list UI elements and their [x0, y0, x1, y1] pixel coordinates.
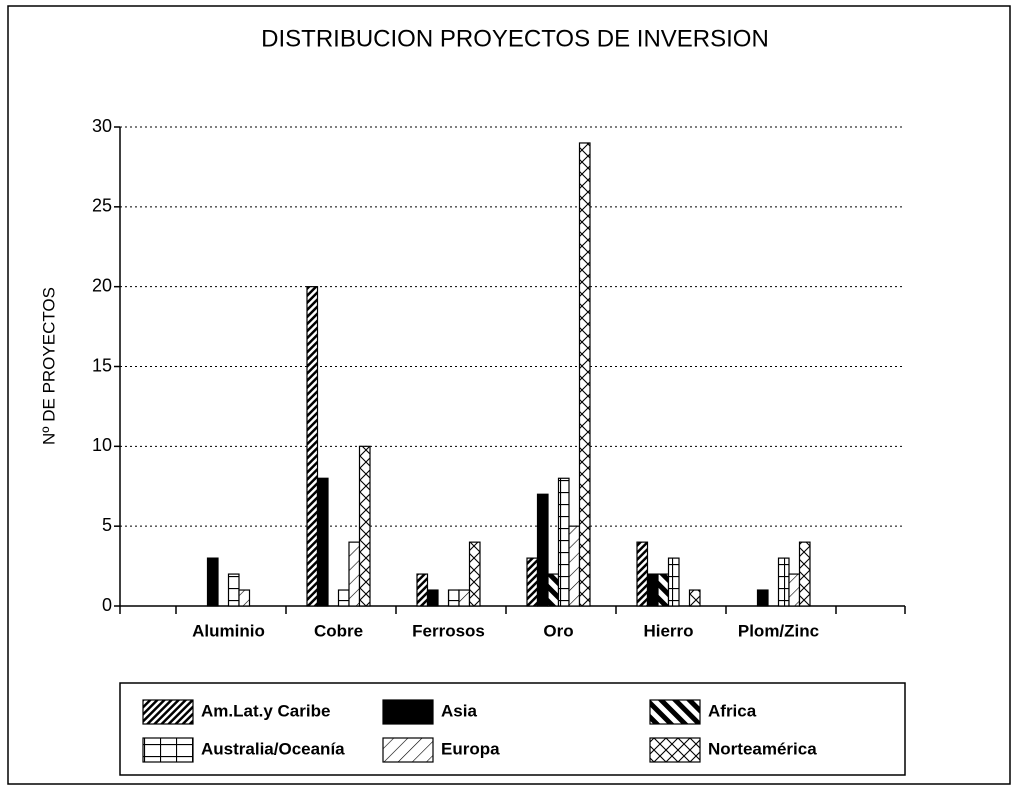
legend-box: [119, 682, 906, 776]
bar: [777, 557, 790, 607]
bar: [798, 541, 811, 607]
bar: [568, 525, 581, 607]
legend-label: Africa: [708, 701, 757, 720]
bar: [646, 573, 659, 607]
bar: [578, 142, 591, 607]
x-tick-label: Plom/Zinc: [738, 621, 819, 640]
x-tick-label: Aluminio: [192, 621, 265, 640]
legend-swatch: [649, 699, 701, 725]
frame: [7, 5, 1011, 785]
bar: [688, 589, 701, 607]
y-tick-label: 10: [92, 435, 112, 455]
legend-swatch: [142, 699, 194, 725]
legend-label: Asia: [441, 701, 477, 720]
bar: [636, 541, 649, 607]
bar: [458, 589, 471, 607]
bar: [536, 493, 549, 607]
x-tick-label: Hierro: [643, 621, 693, 640]
bar: [447, 589, 460, 607]
x-tick-label: Oro: [543, 621, 573, 640]
bar: [557, 477, 570, 607]
legend-label: Norteamérica: [708, 739, 817, 758]
legend-swatch: [142, 737, 194, 763]
chart-title: DISTRIBUCION PROYECTOS DE INVERSION: [261, 25, 769, 52]
bar: [306, 286, 319, 607]
bar: [667, 557, 680, 607]
bar: [358, 445, 371, 607]
bar: [788, 573, 801, 607]
bar: [316, 477, 329, 607]
x-tick-label: Ferrosos: [412, 621, 485, 640]
legend-swatch: [649, 737, 701, 763]
bar: [238, 589, 251, 607]
legend-swatch: [382, 699, 434, 725]
bar: [337, 589, 350, 607]
y-tick-label: 25: [92, 196, 112, 216]
y-axis-label: Nº DE PROYECTOS: [39, 287, 58, 445]
y-tick-label: 0: [102, 595, 112, 615]
bar: [468, 541, 481, 607]
bar: [526, 557, 539, 607]
y-tick-label: 20: [92, 275, 112, 295]
legend-label: Europa: [441, 739, 500, 758]
y-tick-label: 5: [102, 515, 112, 535]
bar: [657, 573, 670, 607]
y-tick-label: 30: [92, 116, 112, 136]
bar: [426, 589, 439, 607]
bar: [348, 541, 361, 607]
x-tick-label: Cobre: [314, 621, 363, 640]
legend-label: Australia/Oceanía: [201, 739, 345, 758]
bar: [756, 589, 769, 607]
legend-label: Am.Lat.y Caribe: [201, 701, 330, 720]
bar: [547, 573, 560, 607]
bar: [416, 573, 429, 607]
bar: [227, 573, 240, 607]
legend-swatch: [382, 737, 434, 763]
bar: [206, 557, 219, 607]
y-tick-label: 15: [92, 355, 112, 375]
